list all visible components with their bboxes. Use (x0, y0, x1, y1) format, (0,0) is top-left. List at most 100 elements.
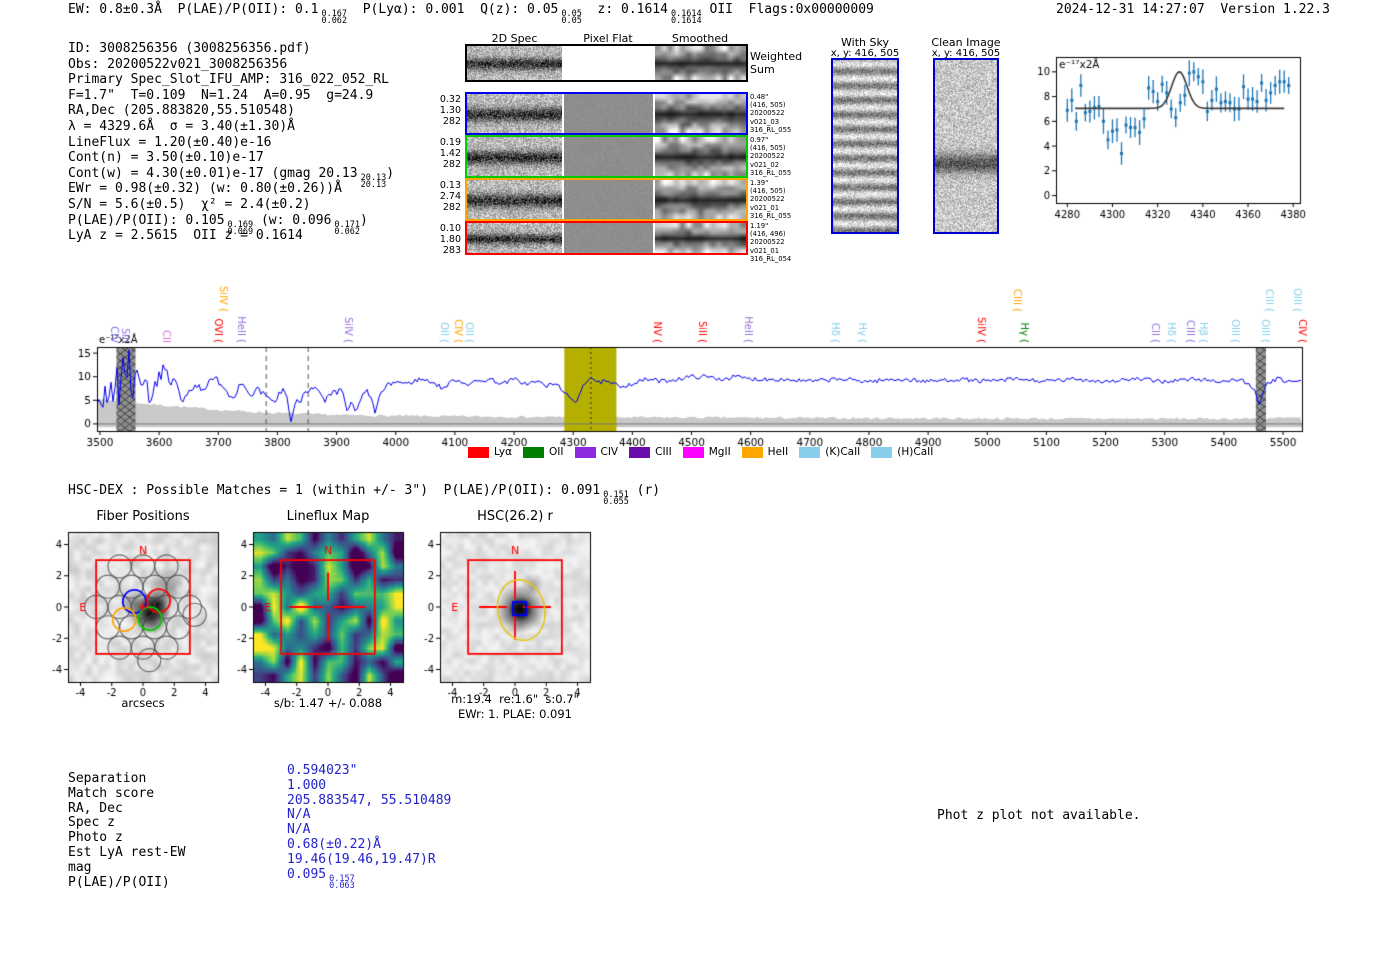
info-uncertainty: 20.13 20.13 (360, 173, 387, 190)
cutout-id-line: Weighted (750, 50, 803, 63)
info-line: RA,Dec (205.883820,55.510548) (68, 103, 394, 119)
cutout-image (655, 94, 746, 133)
info-text: Primary Spec_Slot_IFU_AMP: 316_022_052_R… (68, 72, 389, 88)
info-text: ) (386, 165, 395, 181)
header-text: EW: 0.8±0.3Å P(LAE)/P(OII): 0.1 (68, 2, 319, 17)
header-lo: 0.062 (321, 16, 348, 27)
info-text: LyA z = 2.5615 OII z = 0.1614 (68, 228, 303, 244)
cutout-id-line: 316_RL_055 (750, 211, 792, 220)
legend-swatch (468, 446, 489, 458)
legend-label: Lyα (494, 446, 513, 458)
fiber-xlabel: arcsecs (121, 696, 165, 710)
cutout-id-line: (416, 505) (750, 144, 786, 153)
with-sky-title: With Sky (841, 36, 889, 49)
legend-swatch (799, 446, 821, 458)
version-label: Version 1.22.3 (1220, 2, 1330, 17)
photz-note: Phot z plot not available. (937, 808, 1141, 823)
info-text: ID: 3008256356 (3008256356.pdf) (68, 41, 311, 56)
legend-label: MgII (708, 446, 731, 458)
header-lo: 0.1614 (670, 16, 702, 27)
cutout-row-id-labels: 0.48" (416, 505) 20200522 v021_03 316_RL_055 (750, 93, 812, 134)
cutout-row-id-labels: 0.97" (416, 505) 20200522 v021_02 316_RL_055 (750, 136, 812, 177)
cutout-scale-value: 0.10 (439, 223, 461, 234)
header-lo: 0.05 (561, 16, 582, 27)
cutout-image (655, 223, 746, 253)
cutout-image (467, 180, 562, 219)
full-spectrum-plot (60, 262, 1400, 452)
header-uncertainty: 0.167 0.062 (321, 9, 348, 27)
match-header-uncertainty: 0.151 0.055 (603, 490, 629, 507)
header-summary: EW: 0.8±0.3Å P(LAE)/P(OII): 0.1 0.167 0.06… (68, 2, 874, 27)
lineflux-xlabel: s/b: 1.47 +/- 0.088 (273, 696, 383, 710)
legend-item: Lyα (468, 446, 512, 458)
info-text: EWr = 0.98(±0.32) (w: 0.80(±0.26))Å (68, 181, 342, 197)
cutout-id-line: v021_01 (750, 203, 780, 212)
with-sky-image (831, 58, 899, 234)
match-row-value: N/A (287, 822, 451, 838)
info-lo: 20.13 (360, 179, 387, 190)
cutout-scale-value: 1.42 (439, 148, 461, 159)
cutout-scale-value: 0.32 (439, 94, 461, 105)
info-line: LyA z = 2.5615 OII z = 0.1614 (68, 228, 394, 244)
info-hi: 0.169 (227, 219, 254, 230)
legend-item: (K)CaII (799, 446, 860, 458)
legend-label: CIV (600, 446, 619, 458)
cutout-id-line: v021_03 (750, 117, 780, 126)
legend-swatch (523, 446, 545, 458)
info-line: λ = 4329.6Å σ = 3.40(±1.30)Å (68, 119, 394, 135)
cutout-image (655, 46, 746, 80)
info-line: Primary Spec_Slot_IFU_AMP: 316_022_052_R… (68, 72, 394, 88)
info-text: F=1.7" T=0.109 N=1.24 A=0.95 g=24.9 (68, 87, 374, 103)
legend-item: HeII (741, 446, 788, 458)
match-row-label: Separation (68, 771, 147, 786)
match-value-text: 0.68(±0.22)Å (287, 836, 381, 852)
line-fit-plot (1032, 45, 1322, 237)
match-row-value: 19.46(19.46,19.47)R (287, 852, 451, 868)
cutout-image (564, 94, 653, 133)
cutout-id-line: v021_02 (750, 160, 780, 169)
header-hi: 0.05 (561, 9, 582, 19)
cutout-id-line: 20200522 (750, 152, 785, 161)
match-row-label: Match score (68, 785, 155, 801)
header-hi: 0.167 (321, 9, 348, 19)
cutout-scale-value: 0.13 (439, 180, 461, 191)
header-text: z: 0.1614 (581, 2, 668, 17)
match-value-text: 205.883547, 55.510489 (287, 792, 452, 808)
cutout-scale-value: 1.30 (439, 105, 461, 116)
lineflux-map-plot (229, 528, 425, 700)
cutout-id-line: Sum (750, 63, 775, 76)
cutout-id-line: (416, 505) (750, 101, 786, 110)
cutout-image (564, 180, 653, 219)
with-sky-xy: x, y: 416, 505 (830, 48, 900, 59)
cutout-image (564, 223, 653, 253)
cutout-col-title-2dspec: 2D Spec (491, 32, 538, 45)
info-line: F=1.7" T=0.109 N=1.24 A=0.95 g=24.9 (68, 88, 394, 104)
header-uncertainty: 0.05 0.05 (561, 9, 582, 27)
info-text: λ = 4329.6Å σ = 3.40(±1.30)Å (68, 118, 295, 134)
info-text: Obs: 20200522v021_3008256356 (68, 56, 288, 72)
legend-swatch (629, 446, 651, 458)
legend-label: (H)CaII (897, 446, 934, 458)
spacer (1205, 2, 1221, 17)
match-value-hi: 0.157 (329, 873, 355, 884)
legend-item: CIV (574, 446, 619, 458)
info-text: P(LAE)/P(OII): 0.105 (68, 212, 225, 228)
cutout-id-line: (416, 505) (750, 187, 786, 196)
match-row-label: P(LAE)/P(OII) (68, 874, 170, 890)
cutout-image (467, 46, 562, 80)
cutout-id-line: 20200522 (750, 238, 785, 247)
info-lo: 0.069 (227, 226, 254, 237)
clean-image-xy: x, y: 416, 505 (931, 48, 1001, 59)
hsc-thumbnail-plot (416, 528, 612, 700)
info-text: RA,Dec (205.883820,55.510548) (68, 103, 295, 119)
info-line: ID: 3008256356 (3008256356.pdf) (68, 41, 394, 57)
hsc-thumbnail-title: HSC(26.2) r (477, 509, 553, 524)
cutout-id-line: 1.39" (750, 179, 769, 187)
cutout-id-line: 316_RL_054 (750, 254, 792, 263)
match-header-hi: 0.151 (603, 490, 629, 500)
info-text: Cont(n) = 3.50(±0.10)e-17 (68, 150, 264, 166)
info-line: S/N = 5.6(±0.5) χ² = 2.4(±0.2) (68, 197, 394, 213)
hsc-dex-match-summary: HSC-DEX : Possible Matches = 1 (within +… (68, 483, 660, 507)
match-row-label: Spec z (68, 815, 115, 831)
cutout-scale-value: 282 (442, 202, 461, 213)
